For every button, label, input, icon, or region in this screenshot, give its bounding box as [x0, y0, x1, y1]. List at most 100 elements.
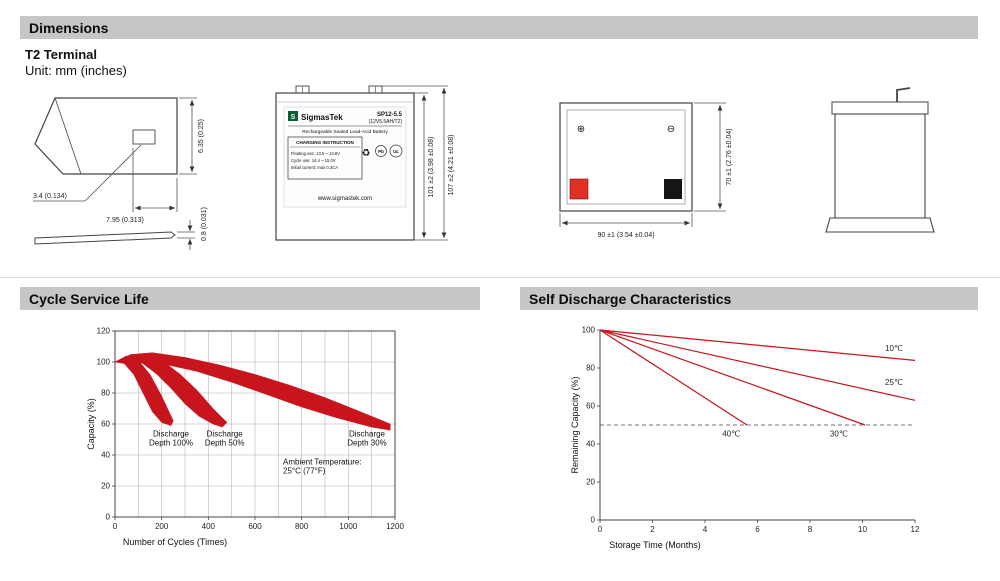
cycle-life-chart: 0 200 400 600 800 1000 1200 0 20 40 60 80 100 120 Disc…: [86, 327, 404, 548]
charging-line-3: Initial current: max 0.3CA: [291, 165, 338, 170]
x-tick-label: 1200: [386, 522, 404, 531]
chart-annotation: Discharge: [207, 429, 244, 438]
section-title-self-discharge: Self Discharge Characteristics: [529, 290, 732, 307]
section-header-dimensions: Dimensions: [20, 16, 978, 39]
side-view-base: [825, 217, 935, 233]
self-discharge-chart: 10℃ 25℃ 30℃ 40℃ 0 2 4 6 8 10 12 0 20 40 60 80 100 Storage…: [570, 326, 920, 551]
band-discharge-depth-30: [114, 352, 391, 431]
x-tick-label: 8: [808, 525, 813, 534]
brand-logo-letter: S: [291, 114, 296, 121]
series-line-40: [599, 329, 748, 426]
chart-annotation: Depth 100%: [149, 438, 193, 447]
y-tick-label: 80: [101, 389, 110, 398]
model-spec: (12V5.5AH/T2): [369, 119, 403, 125]
model-number: SP12-5.5: [377, 112, 403, 118]
brand-name: SigmasTek: [301, 113, 343, 122]
section-title-dimensions: Dimensions: [29, 19, 109, 36]
x-tick-label: 800: [295, 522, 309, 531]
pb-icon-label: Pb: [378, 149, 384, 154]
section-divider: [0, 277, 1000, 278]
y-axis-label: Capacity (%): [86, 398, 96, 450]
y-tick-label: 100: [97, 358, 111, 367]
chart-annotation: Ambient Temperature:: [283, 457, 362, 466]
series-label-40: 40℃: [722, 429, 740, 438]
brand-logo: [288, 111, 298, 121]
x-tick-label: 600: [248, 522, 262, 531]
dim-terminal-hole: 3.4 (0.134): [33, 193, 67, 200]
dim-depth: 70 ±1 (2.76 ±0.04): [726, 128, 733, 185]
section-header-self-discharge: Self Discharge Characteristics: [520, 287, 978, 310]
x-tick-label: 6: [755, 525, 760, 534]
x-tick-label: 200: [155, 522, 169, 531]
dim-terminal-length: 7.95 (0.313): [106, 217, 144, 224]
dim-terminal-height: 6.35 (0.25): [198, 119, 205, 153]
x-tick-label: 4: [703, 525, 708, 534]
series-line-10: [599, 329, 916, 361]
y-tick-label: 20: [101, 482, 110, 491]
y-tick-label: 60: [101, 420, 110, 429]
series-label-10: 10℃: [885, 344, 903, 353]
terminal-break-line: [54, 97, 82, 175]
x-tick-label: 400: [202, 522, 216, 531]
terminal-pin: [896, 87, 911, 102]
battery-front-view: S SigmasTek SP12-5.5 (12V5.5AH/T2) Recha…: [275, 85, 455, 241]
x-tick-label: 10: [858, 525, 867, 534]
charging-instruction-box: [287, 136, 363, 180]
negative-symbol: ⊖: [667, 124, 675, 135]
y-axis-label: Remaining Capacity (%): [570, 376, 580, 473]
terminal-body-outline: [34, 97, 178, 175]
pb-icon: [375, 145, 387, 157]
website-text: www.sigmastek.com: [317, 196, 372, 202]
terminal-blade: [34, 231, 176, 245]
y-tick-label: 100: [582, 326, 596, 335]
positive-symbol: ⊕: [577, 124, 585, 135]
y-tick-label: 80: [586, 364, 595, 373]
battery-side-view: [825, 87, 935, 233]
x-tick-label: 12: [911, 525, 920, 534]
leader-line: [84, 144, 142, 202]
unit-note: Unit: mm (inches): [25, 63, 127, 78]
chart-annotation: Discharge: [153, 429, 190, 438]
charging-line-2: Cycle use: 14.4 ~ 15.0V: [291, 158, 336, 163]
chart-annotation: 25°C (77°F): [283, 466, 326, 475]
section-header-cycle-life: Cycle Service Life: [20, 287, 480, 310]
battery-top-view: ⊕ ⊖ 70 ±1 (2.76 ±0.04) 90 ±1 (3.54 ±0.04…: [559, 102, 733, 239]
side-view-body: [834, 113, 926, 219]
y-tick-label: 40: [101, 451, 110, 460]
y-tick-label: 40: [586, 440, 595, 449]
y-tick-label: 0: [591, 516, 596, 525]
series-label-30: 30℃: [830, 429, 848, 438]
dim-total-height: 107 ±2 (4.21 ±0.08): [448, 134, 455, 195]
dim-case-height: 101 ±2 (3.98 ±0.08): [428, 136, 435, 197]
charging-line-1: Floating use: 13.5 ~ 13.8V: [291, 151, 340, 156]
y-tick-label: 20: [586, 478, 595, 487]
x-tick-label: 1000: [339, 522, 357, 531]
y-tick-label: 0: [106, 513, 111, 522]
series-line-30: [599, 329, 866, 426]
terminal-drawing: 6.35 (0.25) 3.4 (0.134) 7.95 (0.313) 0.8…: [33, 97, 208, 250]
recycle-icon: ♻: [362, 148, 371, 159]
chart-annotation: Depth 50%: [205, 438, 245, 447]
dim-terminal-thickness: 0.8 (0.031): [201, 207, 208, 241]
terminal-hole: [132, 129, 156, 145]
side-view-lid: [831, 101, 929, 115]
dim-width: 90 ±1 (3.54 ±0.04): [597, 232, 654, 239]
battery-label: [283, 106, 407, 208]
ul-icon: [389, 144, 403, 158]
top-view-inner-rim: [566, 109, 686, 205]
x-tick-label: 0: [598, 525, 603, 534]
chart-annotation: Depth 30%: [347, 438, 387, 447]
positive-terminal: [569, 178, 589, 200]
negative-terminal: [664, 179, 682, 199]
x-axis-label: Number of Cycles (Times): [123, 537, 227, 547]
series-line-25: [599, 329, 916, 401]
section-title-cycle-life: Cycle Service Life: [29, 290, 149, 307]
terminal-type-heading: T2 Terminal: [25, 47, 98, 62]
ul-icon-label: UL: [393, 149, 399, 154]
chart-annotation: Discharge: [349, 429, 386, 438]
charging-title: CHARGING INSTRUCTION: [296, 140, 354, 145]
series-label-25: 25℃: [885, 378, 903, 387]
x-tick-label: 2: [650, 525, 655, 534]
battery-type-text: Rechargeable Sealed Lead-Acid Battery: [302, 129, 388, 135]
